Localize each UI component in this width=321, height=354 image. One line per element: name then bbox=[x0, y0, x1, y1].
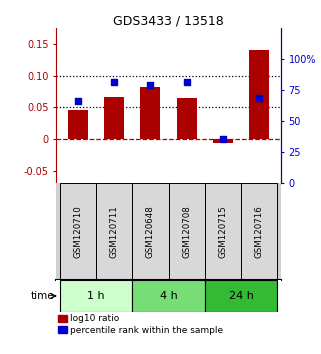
FancyBboxPatch shape bbox=[205, 183, 241, 280]
Title: GDS3433 / 13518: GDS3433 / 13518 bbox=[113, 14, 224, 27]
Text: GSM120710: GSM120710 bbox=[74, 205, 82, 258]
Point bbox=[220, 136, 225, 142]
Text: GSM120708: GSM120708 bbox=[182, 205, 191, 258]
Point bbox=[112, 79, 117, 85]
Bar bbox=[141, 87, 160, 139]
FancyBboxPatch shape bbox=[132, 183, 169, 280]
Text: GSM120711: GSM120711 bbox=[110, 205, 119, 258]
Bar bbox=[104, 97, 124, 139]
Point bbox=[184, 79, 189, 85]
FancyBboxPatch shape bbox=[60, 183, 96, 280]
Text: GSM120715: GSM120715 bbox=[218, 205, 227, 258]
Text: GSM120716: GSM120716 bbox=[255, 205, 264, 258]
FancyBboxPatch shape bbox=[241, 183, 277, 280]
Bar bbox=[177, 98, 196, 139]
Point bbox=[148, 82, 153, 88]
Bar bbox=[249, 51, 269, 139]
Text: GSM120648: GSM120648 bbox=[146, 205, 155, 258]
FancyBboxPatch shape bbox=[205, 280, 277, 312]
FancyBboxPatch shape bbox=[169, 183, 205, 280]
FancyBboxPatch shape bbox=[96, 183, 132, 280]
Bar bbox=[213, 139, 233, 143]
FancyBboxPatch shape bbox=[60, 280, 132, 312]
Text: 24 h: 24 h bbox=[229, 291, 254, 301]
Text: 4 h: 4 h bbox=[160, 291, 178, 301]
Bar bbox=[68, 110, 88, 139]
Legend: log10 ratio, percentile rank within the sample: log10 ratio, percentile rank within the … bbox=[58, 314, 223, 335]
FancyBboxPatch shape bbox=[132, 280, 205, 312]
Point bbox=[256, 95, 262, 101]
Text: 1 h: 1 h bbox=[87, 291, 105, 301]
Text: time: time bbox=[31, 291, 55, 301]
Point bbox=[75, 99, 81, 104]
